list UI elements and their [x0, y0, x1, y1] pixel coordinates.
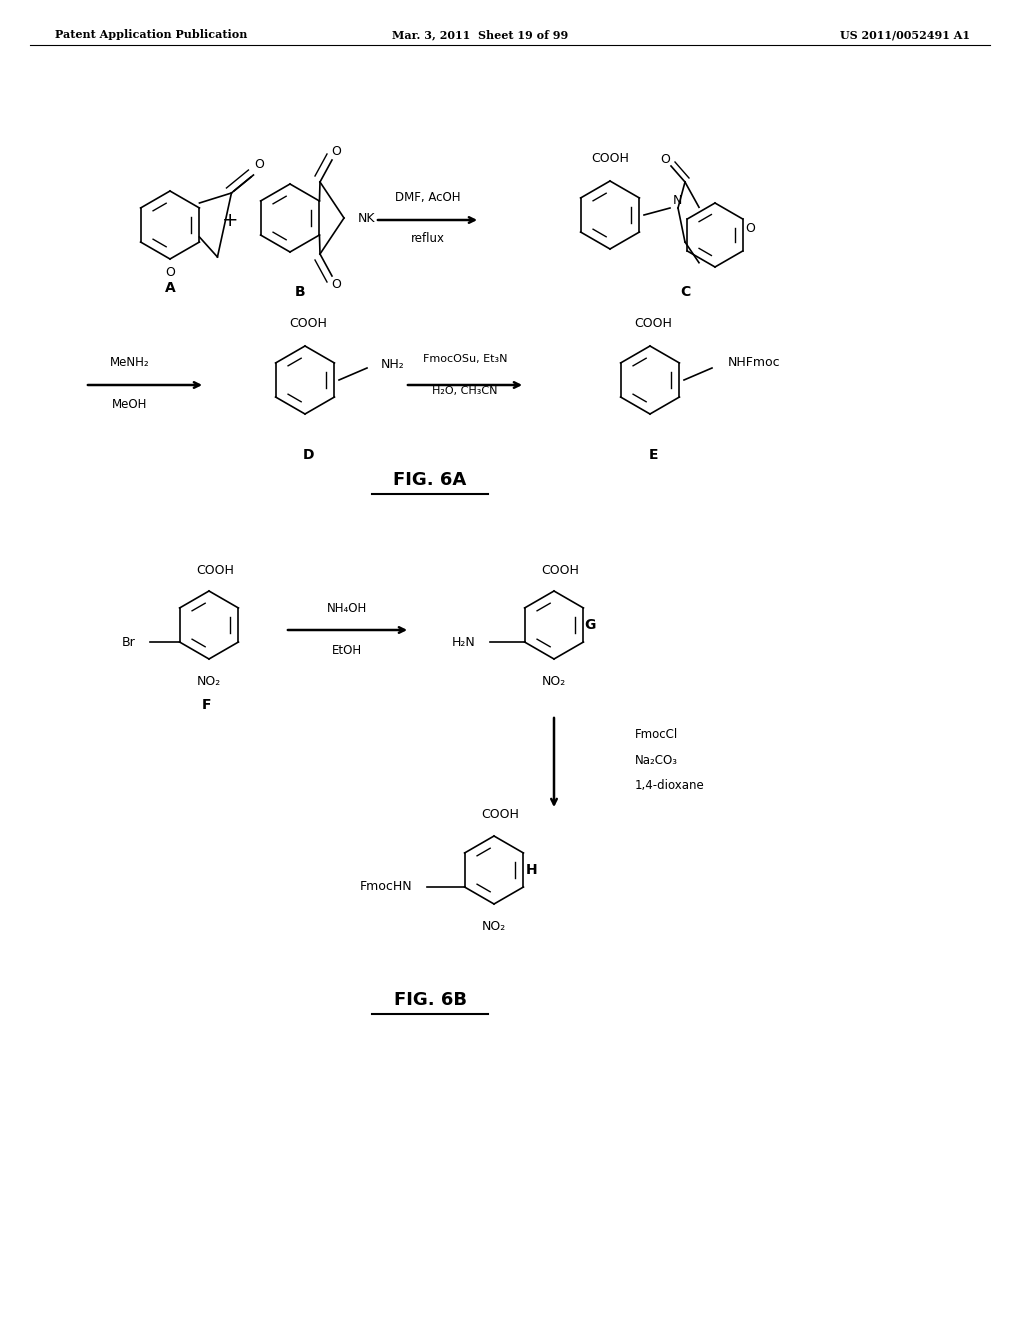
Text: MeNH₂: MeNH₂	[111, 356, 150, 370]
Text: O: O	[165, 265, 175, 279]
Text: Na₂CO₃: Na₂CO₃	[635, 754, 678, 767]
Text: B: B	[295, 285, 305, 300]
Text: FIG. 6A: FIG. 6A	[393, 471, 467, 488]
Text: EtOH: EtOH	[332, 644, 362, 656]
Text: 1,4-dioxane: 1,4-dioxane	[635, 779, 705, 792]
Text: NK: NK	[358, 211, 376, 224]
Text: O: O	[660, 153, 670, 166]
Text: FmocCl: FmocCl	[635, 729, 678, 742]
Text: D: D	[302, 447, 313, 462]
Text: COOH: COOH	[196, 564, 233, 577]
Text: H₂O, CH₃CN: H₂O, CH₃CN	[432, 385, 498, 396]
Text: Patent Application Publication: Patent Application Publication	[55, 29, 248, 41]
Text: N: N	[673, 194, 682, 206]
Text: A: A	[165, 281, 175, 294]
Text: H: H	[526, 863, 538, 876]
Text: US 2011/0052491 A1: US 2011/0052491 A1	[840, 29, 970, 41]
Text: NHFmoc: NHFmoc	[728, 356, 780, 370]
Text: COOH: COOH	[481, 808, 519, 821]
Text: NO₂: NO₂	[197, 676, 221, 689]
Text: O: O	[331, 145, 341, 158]
Text: O: O	[745, 222, 755, 235]
Text: DMF, AcOH: DMF, AcOH	[395, 191, 461, 205]
Text: NO₂: NO₂	[482, 920, 506, 933]
Text: F: F	[203, 698, 212, 711]
Text: Mar. 3, 2011  Sheet 19 of 99: Mar. 3, 2011 Sheet 19 of 99	[392, 29, 568, 41]
Text: G: G	[585, 618, 596, 632]
Text: FmocOSu, Et₃N: FmocOSu, Et₃N	[423, 354, 507, 364]
Text: COOH: COOH	[634, 317, 672, 330]
Text: C: C	[680, 285, 690, 300]
Text: COOH: COOH	[591, 152, 629, 165]
Text: FIG. 6B: FIG. 6B	[393, 991, 467, 1008]
Text: H₂N: H₂N	[452, 635, 475, 648]
Text: O: O	[331, 277, 341, 290]
Text: NO₂: NO₂	[542, 676, 566, 689]
Text: MeOH: MeOH	[113, 399, 147, 412]
Text: O: O	[255, 158, 264, 172]
Text: COOH: COOH	[289, 317, 327, 330]
Text: NH₄OH: NH₄OH	[327, 602, 368, 615]
Text: reflux: reflux	[411, 231, 445, 244]
Text: Br: Br	[122, 635, 135, 648]
Text: +: +	[222, 210, 239, 230]
Text: FmocHN: FmocHN	[359, 880, 413, 894]
Text: E: E	[648, 447, 657, 462]
Text: NH₂: NH₂	[381, 358, 404, 371]
Text: COOH: COOH	[541, 564, 579, 577]
